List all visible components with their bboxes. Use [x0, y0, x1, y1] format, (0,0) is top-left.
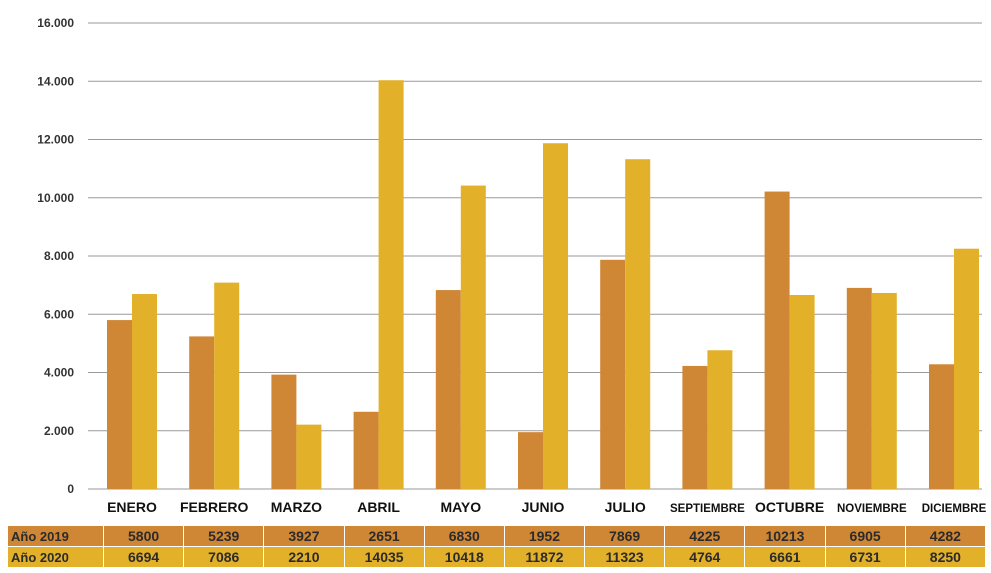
table-cell: 6731	[824, 546, 906, 568]
table-cell: 6694	[102, 546, 185, 568]
bar-2020-enero	[132, 294, 157, 489]
table-cell: 5239	[183, 525, 265, 547]
table-cell: 2651	[343, 525, 425, 547]
bar-2020-octubre	[789, 294, 815, 489]
data-table: Año 2019 5800 5239 3927 2651 6830 1952 7869 4225…	[7, 525, 987, 568]
x-axis-categories: ENERO FEBRERO MARZO ABRIL MAYO JUNIO JULIO SEPT…	[107, 499, 986, 515]
table-cell: 4764	[664, 546, 746, 568]
bar-2019-enero	[107, 320, 132, 489]
x-category-label: MARZO	[271, 499, 322, 515]
bars	[107, 80, 979, 489]
table-cell: 7086	[183, 546, 265, 568]
x-category-label: DICIEMBRE	[922, 503, 987, 515]
bar-2019-noviembre	[846, 287, 872, 489]
x-category-label: MAYO	[440, 499, 481, 515]
bar-2019-julio	[600, 259, 626, 489]
table-cell: 4225	[664, 525, 746, 547]
bar-2019-mayo	[435, 290, 461, 489]
bar-chart: 0 2.000 4.000 6.000 8.000 10.000 12.000 14.000 1…	[37, 16, 986, 515]
y-tick-label: 12.000	[37, 133, 74, 147]
y-axis-ticks: 0 2.000 4.000 6.000 8.000 10.000 12.000 14.000 1…	[37, 16, 74, 496]
table-cell: 7869	[584, 525, 666, 547]
x-category-label: FEBRERO	[180, 499, 249, 515]
x-category-label: OCTUBRE	[755, 499, 824, 515]
x-category-label: JUNIO	[522, 499, 565, 515]
y-tick-label: 4.000	[44, 366, 74, 380]
x-category-label: SEPTIEMBRE	[670, 503, 745, 515]
bar-2020-marzo	[296, 424, 322, 489]
y-tick-label: 6.000	[44, 307, 74, 321]
y-tick-label: 2.000	[44, 424, 74, 438]
x-category-label: ABRIL	[357, 499, 400, 515]
table-row: Año 2019 5800 5239 3927 2651 6830 1952 7869 4225…	[7, 525, 987, 547]
table-cell: 6830	[423, 525, 505, 547]
bar-2020-septiembre	[707, 350, 733, 489]
table-cell: 5800	[102, 525, 185, 547]
bar-2019-febrero	[189, 336, 215, 489]
table-row: Año 2020 6694 7086 2210 14035 10418 11872 11323…	[7, 546, 987, 568]
bar-2019-abril	[353, 411, 379, 489]
bar-2020-noviembre	[871, 292, 897, 489]
bar-2019-octubre	[764, 191, 790, 489]
row-label: Año 2020	[7, 546, 104, 568]
table-cell: 11872	[503, 546, 586, 568]
y-tick-label: 10.000	[37, 191, 74, 205]
bar-2019-junio	[518, 432, 543, 489]
y-tick-label: 14.000	[37, 74, 74, 88]
bar-2020-abril	[378, 80, 404, 489]
x-category-label: ENERO	[107, 499, 157, 515]
table-cell: 6905	[824, 525, 906, 547]
bar-2019-diciembre	[929, 364, 954, 489]
bar-2020-junio	[543, 143, 568, 489]
table-cell: 1952	[503, 525, 586, 547]
bar-2020-febrero	[214, 282, 240, 489]
table-cell: 4282	[904, 525, 987, 547]
table-cell: 8250	[904, 546, 987, 568]
bar-2019-marzo	[271, 374, 297, 489]
bar-2019-septiembre	[682, 365, 708, 489]
table-cell: 2210	[263, 546, 345, 568]
table-cell: 11323	[584, 546, 666, 568]
x-category-label: NOVIEMBRE	[837, 503, 907, 515]
table-cell: 3927	[263, 525, 345, 547]
bar-2020-julio	[625, 159, 651, 489]
bar-2020-mayo	[460, 185, 486, 489]
bar-2020-diciembre	[954, 248, 979, 489]
table-cell: 10213	[744, 525, 826, 547]
table-cell: 10418	[423, 546, 505, 568]
x-category-label: JULIO	[605, 499, 646, 515]
y-tick-label: 16.000	[37, 16, 74, 30]
row-label: Año 2019	[7, 525, 104, 547]
table-cell: 14035	[343, 546, 425, 568]
table-cell: 6661	[744, 546, 826, 568]
y-tick-label: 8.000	[44, 249, 74, 263]
y-tick-label: 0	[67, 482, 74, 496]
